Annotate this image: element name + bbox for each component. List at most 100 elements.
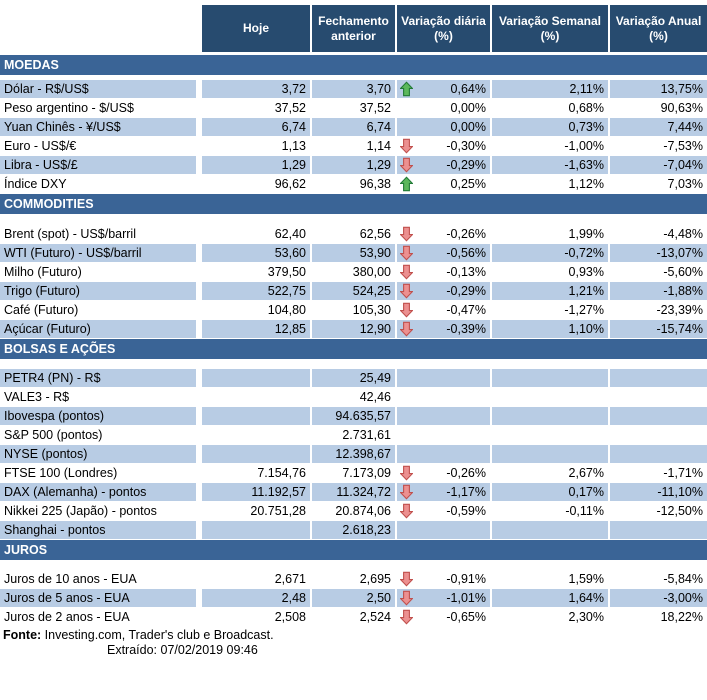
- cell-variacao-diaria: 0,64%: [395, 80, 490, 99]
- cell-hoje: [200, 407, 310, 426]
- cell-variacao-semanal: [490, 521, 608, 540]
- cell-variacao-diaria: -0,39%: [395, 320, 490, 339]
- cell-fechamento-anterior: 2,695: [310, 570, 395, 589]
- daily-change-value: -0,30%: [446, 139, 486, 153]
- cell-variacao-anual: [608, 388, 707, 407]
- table-row-milho-futuro: Milho (Futuro) 379,50 380,00 -0,13% 0,93% -5,…: [0, 263, 707, 282]
- arrow-down-icon: [399, 609, 414, 625]
- arrow-down-icon: [399, 245, 414, 261]
- cell-variacao-semanal: [490, 388, 608, 407]
- row-label: Trigo (Futuro): [0, 282, 200, 301]
- cell-fechamento-anterior: 37,52: [310, 99, 395, 118]
- cell-variacao-diaria: -0,56%: [395, 244, 490, 263]
- cell-fechamento-anterior: 20.874,06: [310, 502, 395, 521]
- cell-fechamento-anterior: 7.173,09: [310, 464, 395, 483]
- cell-variacao-semanal: 1,12%: [490, 175, 608, 194]
- table-row-brent-spot-us-barril: Brent (spot) - US$/barril 62,40 62,56 -0,26…: [0, 225, 707, 244]
- cell-variacao-diaria: [395, 426, 490, 445]
- cell-fechamento-anterior: 6,74: [310, 118, 395, 137]
- table-row-juros-de-5-anos-eua: Juros de 5 anos - EUA 2,48 2,50 -1,01% 1,64%…: [0, 589, 707, 608]
- row-label: Dólar - R$/US$: [0, 80, 200, 99]
- daily-change-value: -0,91%: [446, 572, 486, 586]
- cell-variacao-semanal: 0,73%: [490, 118, 608, 137]
- cell-fechamento-anterior: 62,56: [310, 225, 395, 244]
- table-row-shanghai-pontos: Shanghai - pontos 2.618,23: [0, 521, 707, 540]
- cell-hoje: 104,80: [200, 301, 310, 320]
- cell-fechamento-anterior: 1,14: [310, 137, 395, 156]
- cell-hoje: 62,40: [200, 225, 310, 244]
- cell-variacao-anual: -4,48%: [608, 225, 707, 244]
- market-table: Hoje Fechamento anterior Variação diária…: [0, 5, 707, 627]
- daily-change-value: -1,17%: [446, 485, 486, 499]
- arrow-down-icon: [399, 157, 414, 173]
- cell-variacao-diaria: [395, 521, 490, 540]
- cell-variacao-anual: 13,75%: [608, 80, 707, 99]
- table-row-dolar-r-us: Dólar - R$/US$ 3,72 3,70 0,64% 2,11% 13,75%: [0, 80, 707, 99]
- cell-variacao-anual: 7,03%: [608, 175, 707, 194]
- cell-hoje: [200, 388, 310, 407]
- cell-hoje: 1,29: [200, 156, 310, 175]
- arrow-down-icon: [399, 226, 414, 242]
- row-label: Juros de 2 anos - EUA: [0, 608, 200, 627]
- source-line: Fonte: Investing.com, Trader's club e Br…: [0, 628, 707, 643]
- section-band-row: JUROS: [0, 540, 707, 562]
- cell-variacao-semanal: 1,10%: [490, 320, 608, 339]
- arrow-down-icon: [399, 264, 414, 280]
- daily-change-value: -0,26%: [446, 227, 486, 241]
- cell-variacao-anual: -11,10%: [608, 483, 707, 502]
- arrow-down-icon: [399, 590, 414, 606]
- cell-variacao-diaria: [395, 407, 490, 426]
- cell-variacao-diaria: 0,00%: [395, 118, 490, 137]
- table-row-wti-futuro-us-barril: WTI (Futuro) - US$/barril 53,60 53,90 -0,56…: [0, 244, 707, 263]
- cell-hoje: [200, 369, 310, 388]
- cell-variacao-anual: [608, 521, 707, 540]
- cell-variacao-anual: -1,71%: [608, 464, 707, 483]
- section-band-row: COMMODITIES: [0, 194, 707, 216]
- row-label: Yuan Chinês - ¥/US$: [0, 118, 200, 137]
- cell-variacao-semanal: [490, 426, 608, 445]
- cell-hoje: [200, 445, 310, 464]
- cell-variacao-diaria: -0,65%: [395, 608, 490, 627]
- table-row-petr4-pn-r: PETR4 (PN) - R$ 25,49: [0, 369, 707, 388]
- cell-variacao-diaria: -1,17%: [395, 483, 490, 502]
- cell-variacao-diaria: [395, 369, 490, 388]
- section-header-bolsas-e-acoes: BOLSAS E AÇÕES: [0, 339, 707, 361]
- cell-variacao-anual: -13,07%: [608, 244, 707, 263]
- row-label: Euro - US$/€: [0, 137, 200, 156]
- daily-change-value: 0,64%: [450, 82, 486, 96]
- arrow-down-icon: [399, 503, 414, 519]
- daily-change-value: -0,56%: [446, 246, 486, 260]
- cell-variacao-diaria: [395, 445, 490, 464]
- cell-variacao-anual: [608, 369, 707, 388]
- cell-variacao-semanal: -1,63%: [490, 156, 608, 175]
- daily-change-value: 0,00%: [450, 120, 486, 134]
- cell-hoje: 2,508: [200, 608, 310, 627]
- section-header-juros: JUROS: [0, 540, 707, 562]
- cell-hoje: [200, 426, 310, 445]
- row-label: Shanghai - pontos: [0, 521, 200, 540]
- section-spacer: [0, 216, 707, 225]
- cell-variacao-semanal: [490, 445, 608, 464]
- cell-variacao-diaria: -0,29%: [395, 282, 490, 301]
- cell-variacao-diaria: -0,47%: [395, 301, 490, 320]
- cell-variacao-semanal: [490, 369, 608, 388]
- cell-variacao-semanal: 2,11%: [490, 80, 608, 99]
- cell-fechamento-anterior: 2.618,23: [310, 521, 395, 540]
- daily-change-value: -0,29%: [446, 284, 486, 298]
- table-row-yuan-chines-us: Yuan Chinês - ¥/US$ 6,74 6,74 0,00% 0,73% 7,4…: [0, 118, 707, 137]
- cell-hoje: 53,60: [200, 244, 310, 263]
- cell-fechamento-anterior: 53,90: [310, 244, 395, 263]
- cell-variacao-diaria: 0,00%: [395, 99, 490, 118]
- table-row-ftse-100-londres: FTSE 100 (Londres) 7.154,76 7.173,09 -0,26%…: [0, 464, 707, 483]
- cell-hoje: 2,48: [200, 589, 310, 608]
- cell-variacao-semanal: [490, 407, 608, 426]
- column-header-fechamento-anterior: Fechamento anterior: [310, 5, 395, 55]
- section-header-commodities: COMMODITIES: [0, 194, 707, 216]
- cell-variacao-semanal: 1,99%: [490, 225, 608, 244]
- source-label: Fonte:: [3, 628, 42, 642]
- arrow-down-icon: [399, 283, 414, 299]
- cell-hoje: 2,671: [200, 570, 310, 589]
- arrow-up-icon: [399, 176, 414, 192]
- cell-hoje: 522,75: [200, 282, 310, 301]
- table-row-s-p-500-pontos: S&P 500 (pontos) 2.731,61: [0, 426, 707, 445]
